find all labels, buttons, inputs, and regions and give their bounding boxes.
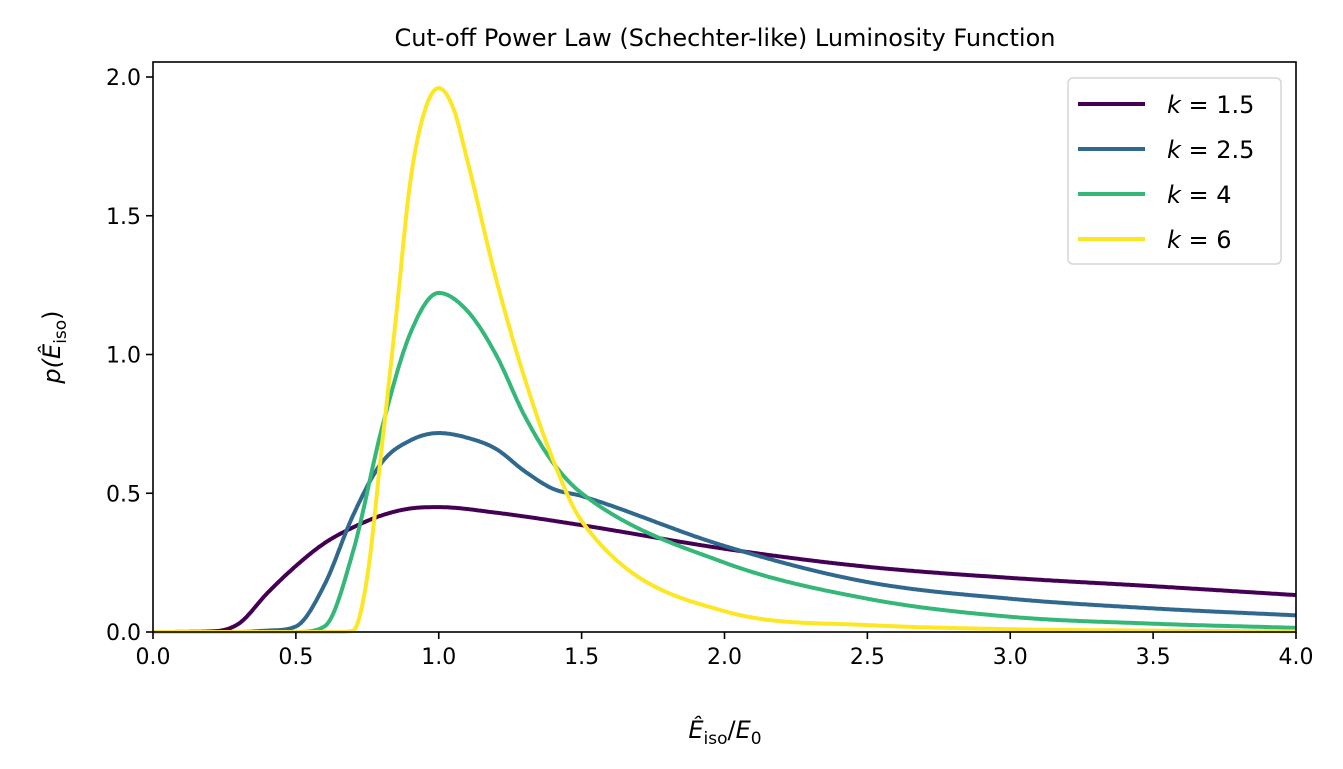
x-tick-label: 0.0 — [136, 645, 171, 670]
legend-label: k = 4 — [1167, 181, 1232, 209]
y-axis-label: p(Êiso) — [37, 310, 71, 384]
x-tick-label: 4.0 — [1279, 645, 1314, 670]
chart-title: Cut-off Power Law (Schechter-like) Lumin… — [395, 24, 1056, 52]
legend-item: k = 4 — [1078, 181, 1232, 209]
series-line-k-2.5 — [152, 431, 1297, 634]
x-tick-label: 1.0 — [421, 645, 456, 670]
x-tick-label: 2.5 — [850, 645, 885, 670]
y-tick-label: 0.0 — [106, 621, 141, 646]
x-tick-label: 0.5 — [278, 645, 313, 670]
x-ticks: 0.0 0.5 1.0 1.5 2.0 2.5 3.0 3.5 4.0 — [136, 632, 1314, 670]
x-axis-label: Êiso/E0 — [688, 715, 761, 749]
y-tick-label: 1.0 — [106, 344, 141, 369]
legend-item: k = 1.5 — [1078, 91, 1254, 119]
series-line-k-1.5 — [152, 505, 1297, 634]
x-tick-label: 3.0 — [993, 645, 1028, 670]
legend-item: k = 2.5 — [1078, 136, 1254, 164]
legend: k = 1.5 k = 2.5 k = 4 k = 6 — [1067, 77, 1282, 265]
legend-item: k = 6 — [1078, 226, 1232, 254]
legend-box — [1067, 77, 1282, 265]
x-tick-label: 2.0 — [707, 645, 742, 670]
x-tick-label: 1.5 — [564, 645, 599, 670]
legend-label: k = 6 — [1167, 226, 1232, 254]
y-tick-label: 2.0 — [106, 66, 141, 91]
y-tick-label: 0.5 — [106, 482, 141, 507]
y-tick-label: 1.5 — [106, 205, 141, 230]
legend-label: k = 2.5 — [1167, 136, 1254, 164]
y-ticks: 0.0 0.5 1.0 1.5 2.0 — [106, 66, 153, 646]
x-tick-label: 3.5 — [1136, 645, 1171, 670]
series-line-k-4 — [152, 290, 1297, 634]
legend-label: k = 1.5 — [1167, 91, 1254, 119]
